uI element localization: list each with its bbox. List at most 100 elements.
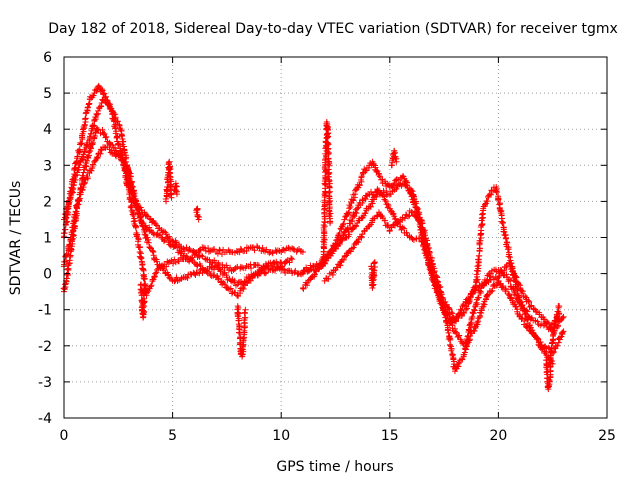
data-point [456,332,463,339]
y-tick-label: -2 [38,339,52,355]
data-point [231,277,238,284]
data-point [79,187,86,194]
y-tick-label: 6 [43,50,52,66]
data-point [251,247,258,254]
data-point [429,271,436,278]
data-point [151,273,158,280]
data-point [94,154,101,161]
data-point [350,244,357,251]
data-point [493,189,500,196]
y-tick-label: 3 [43,158,52,174]
data-point [127,203,134,210]
data-point [486,191,493,198]
tick-labels: 0 5 10 15 20 25 -4 -3 -2 -1 0 1 2 3 4 5 6 [38,50,616,444]
data-point [262,270,269,277]
data-point [259,244,266,251]
data-point [233,248,240,255]
data-point [66,257,73,264]
y-axis-label: SDTVAR / TECUs [8,181,24,296]
data-point [173,183,180,190]
data-point [184,274,191,281]
data-point [158,234,165,241]
data-point [381,196,388,203]
data-point [145,236,152,243]
data-point [272,266,279,273]
data-point [322,260,329,267]
data-point [449,310,456,317]
data-point [171,256,178,263]
data-point [164,235,171,242]
data-point [325,161,332,168]
data-point [556,303,563,310]
data-point [336,241,343,248]
data-point [403,182,410,189]
data-point [341,216,348,223]
data-point [523,307,530,314]
data-point [352,209,359,216]
chart-title: Day 182 of 2018, Sidereal Day-to-day VTE… [48,21,618,37]
data-point [470,306,477,313]
x-tick-label: 15 [381,428,399,444]
data-point [153,222,160,229]
data-point [135,211,142,218]
data-point [129,211,136,218]
data-point [99,126,106,133]
data-point [160,238,167,245]
data-point [128,183,135,189]
data-point [138,218,145,225]
data-point [448,347,455,354]
data-point [269,250,276,257]
data-point [391,216,398,223]
data-point [300,285,307,292]
data-point [560,328,567,335]
data-point [112,144,119,151]
data-point [349,217,356,224]
data-point [382,197,389,204]
data-point [371,259,378,266]
y-tick-label: -3 [38,375,52,391]
data-point [286,259,293,266]
data-point [340,232,347,239]
data-point [61,258,68,265]
data-point [175,258,182,265]
x-tick-label: 10 [272,428,290,444]
data-point [237,263,244,270]
data-point [551,327,558,334]
data-point [336,230,343,237]
data-point [72,209,79,216]
data-point [263,269,270,276]
data-point [195,216,202,223]
data-point [168,194,175,201]
data-point [223,262,230,269]
data-point [325,173,332,180]
data-point [283,258,290,265]
data-point [367,203,374,210]
data-point [347,204,354,211]
data-point [325,149,332,156]
data-point [417,220,424,227]
data-point [386,227,393,234]
data-point [101,96,108,103]
data-point [132,195,139,202]
data-point [64,266,71,273]
data-point [326,162,333,169]
data-point [528,302,535,309]
data-point [383,191,390,198]
data-point [551,321,558,328]
data-point [66,241,73,248]
data-point [463,303,470,310]
data-point [534,318,541,325]
data-point [77,191,84,198]
data-point [114,118,121,125]
data-point [162,196,169,203]
data-point [137,214,144,221]
data-point [221,281,228,288]
y-tick-label: 1 [43,231,52,247]
data-point [381,217,388,224]
data-point [299,285,306,292]
data-point [419,232,426,239]
data-point [326,188,333,195]
data-point [498,218,505,225]
x-axis-label: GPS time / hours [276,459,393,475]
